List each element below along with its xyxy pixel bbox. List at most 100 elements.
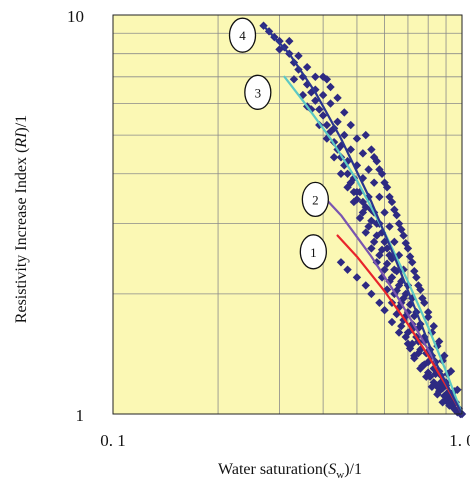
data-point [367,289,376,299]
data-point [352,273,362,282]
data-point [392,210,401,220]
y-axis-label-symbol: RI [13,132,30,149]
data-point [346,120,355,130]
data-point [372,157,382,166]
data-point [333,93,342,103]
data-point [311,96,320,105]
plot-area [113,15,462,414]
y-axis-label-prefix: Resistivity Increase Index ( [13,148,30,324]
data-point [367,216,376,225]
data-point [336,258,346,267]
data-point [401,238,410,248]
data-point [429,321,438,331]
data-point [375,165,384,174]
data-point [361,202,370,212]
data-point [355,213,365,223]
curve-labels: 4 3 2 1 [228,17,329,270]
data-point [352,134,362,143]
x-axis-label-symbol: S [328,461,336,478]
data-point [361,228,370,237]
data-point [289,75,299,84]
data-point [318,111,328,120]
data-point [440,351,449,360]
x-tick-label-right: 1. 0 [449,431,470,450]
data-point [343,265,352,274]
data-point [322,120,332,130]
data-point [367,145,376,154]
y-tick-label-bottom: 1 [76,406,85,425]
x-axis-label-subscript: w [336,469,344,481]
data-point [382,183,392,192]
data-point [358,149,368,158]
y-axis-label: Resistivity Increase Index (RI)/1 [13,115,30,323]
data-point [369,178,379,187]
curve-label-oval-3 [244,74,272,110]
curve-label-4: 4 [239,28,246,43]
data-point [433,390,442,399]
x-axis-label-prefix: Water saturation( [218,461,328,478]
data-point [364,222,373,231]
data-point [418,294,427,303]
data-point [372,231,382,240]
data-point [322,75,332,84]
curve-label-oval-4 [228,17,257,53]
data-point [382,259,392,268]
data-point [380,208,389,217]
fit-curve-1 [336,234,464,416]
data-point [302,80,312,89]
data-point [298,90,308,100]
data-point [403,339,413,348]
y-tick-label-top: 10 [67,7,84,26]
data-point [329,153,339,162]
data-point [438,398,447,407]
data-point [349,197,359,207]
data-point [346,145,355,154]
data-point [375,298,384,307]
x-tick-label-left: 0. 1 [100,431,126,450]
data-point [349,173,359,183]
data-point [427,382,437,391]
data-point [343,169,352,178]
data-point [358,197,368,207]
data-point [387,317,397,327]
data-point [361,130,370,140]
plot-border [112,14,463,415]
curve-label-2: 2 [312,192,319,207]
fit-curves [262,24,464,416]
data-point [275,36,284,46]
data-point [410,351,419,360]
data-point [364,165,373,174]
data-point [377,169,387,178]
data-point [318,90,328,100]
x-axis-label: Water saturation(Sw)/1 [218,461,362,481]
data-point [418,361,427,371]
data-point [377,245,387,254]
y-axis-label-suffix: )/1 [13,115,30,133]
data-point [397,225,406,234]
data-point [340,130,349,140]
data-point [425,372,435,381]
data-point [387,273,397,282]
data-point [369,237,379,247]
data-point [285,36,294,46]
curve-label-1: 1 [310,245,317,260]
data-point [380,306,389,315]
data-point [394,328,404,337]
plot-background [113,15,462,414]
data-point [405,252,415,261]
data-point [333,117,342,126]
data-point [390,237,399,247]
curve-label-oval-1 [299,234,327,270]
data-point [343,183,352,192]
fit-curve-4 [262,24,464,416]
data-point [453,385,462,394]
data-point [375,192,384,202]
curve-label-3: 3 [255,85,262,100]
x-axis-label-suffix: )/1 [344,461,362,478]
data-point [385,222,394,231]
data-point [326,99,335,108]
data-point [423,307,433,317]
data-point [434,337,444,346]
data-point [361,281,370,290]
